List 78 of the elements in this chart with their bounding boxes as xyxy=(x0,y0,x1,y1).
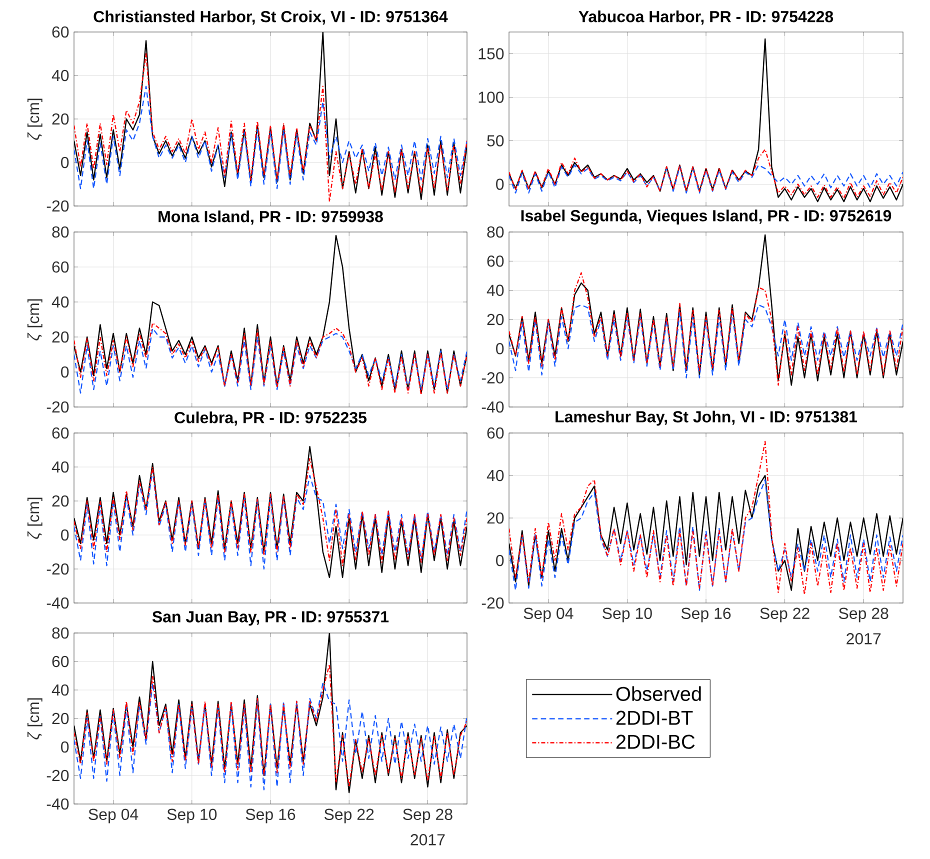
y-tick-label: -40 xyxy=(46,597,69,609)
y-tick-label: 60 xyxy=(487,255,504,267)
x-tick-label: Sep 10 xyxy=(602,608,652,622)
y-tick-label: 150 xyxy=(478,48,504,60)
y-tick-label: 40 xyxy=(486,470,504,482)
text: 2017 xyxy=(410,834,445,846)
x-tick-label: Sep 16 xyxy=(681,608,731,622)
y-tick-label: 20 xyxy=(52,495,69,507)
chart-title: Lameshur Bay, St John, VI - ID: 9751381 xyxy=(556,410,857,426)
y-tick-label: 20 xyxy=(52,113,69,125)
chart-title: Christiansted Harbor, St Croix, VI - ID: 9751364 xyxy=(94,10,448,25)
y-tick-label: 0 xyxy=(496,343,504,354)
y-tick-label: 100 xyxy=(478,92,504,103)
y-tick-label: 20 xyxy=(487,314,504,326)
line-series xyxy=(74,664,468,788)
x-tick-label: Sep 04 xyxy=(524,608,574,622)
y-tick-label: 20 xyxy=(52,331,69,343)
y-tick-label: -20 xyxy=(46,200,69,212)
y-tick-label: 60 xyxy=(487,427,504,439)
line-series xyxy=(509,440,904,596)
x-tick-label: Sep 22 xyxy=(324,808,374,824)
x-tick-label: Sep 22 xyxy=(760,608,810,622)
chart-title: Isabel Segunda, Vieques Island, PR - ID: 9752619 xyxy=(521,210,892,225)
x-tick-label: Sep 28 xyxy=(403,808,452,824)
line-series xyxy=(509,38,904,202)
y-tick-label: 0 xyxy=(496,554,504,566)
x-tick-label: Sep 10 xyxy=(167,808,217,824)
y-axis-title: ζ [cm] xyxy=(27,98,42,140)
legend-label: Observed xyxy=(616,686,701,701)
chart-title: Yabucoa Harbor, PR - ID: 9754228 xyxy=(578,10,834,25)
y-tick-label: -40 xyxy=(482,401,504,413)
y-tick-label: 40 xyxy=(52,461,69,473)
y-tick-label: 0 xyxy=(61,156,69,168)
x-tick-label: Sep 28 xyxy=(838,608,888,622)
legend-label: 2DDI-BC xyxy=(616,734,695,749)
y-tick-label: 0 xyxy=(61,741,69,753)
y-tick-label: -20 xyxy=(46,401,69,413)
y-tick-label: -20 xyxy=(46,770,69,782)
y-tick-label: -20 xyxy=(482,372,504,384)
chart-title: Mona Island, PR - ID: 9759938 xyxy=(158,210,383,225)
line-series xyxy=(509,164,904,194)
y-axis-title: ζ [cm] xyxy=(27,498,42,539)
chart-title: Culebra, PR - ID: 9752235 xyxy=(174,412,367,426)
y-tick-label: 40 xyxy=(486,284,504,296)
text: 2017 xyxy=(846,633,881,644)
line-series xyxy=(74,682,468,790)
y-tick-label: 0 xyxy=(496,178,504,190)
y-tick-label: 40 xyxy=(52,70,69,82)
y-tick-label: 60 xyxy=(52,261,69,273)
line-series xyxy=(74,86,468,190)
chart-title: San Juan Bay, PR - ID: 9755371 xyxy=(152,611,389,626)
y-axis-title: ζ [cm] xyxy=(27,698,42,740)
y-tick-label: 50 xyxy=(487,135,504,146)
y-tick-label: -20 xyxy=(46,563,69,575)
line-series xyxy=(509,304,904,378)
y-tick-label: 80 xyxy=(52,226,69,238)
y-tick-label: 80 xyxy=(52,627,69,639)
line-series xyxy=(74,633,468,794)
line-series xyxy=(74,446,468,578)
y-tick-label: 0 xyxy=(61,366,69,378)
legend-label: 2DDI-BT xyxy=(616,710,693,725)
y-tick-label: -20 xyxy=(482,597,504,609)
y-tick-label: -40 xyxy=(46,798,69,810)
line-series xyxy=(509,148,904,199)
y-axis-title: ζ [cm] xyxy=(27,299,42,340)
y-tick-label: 80 xyxy=(487,226,504,238)
x-tick-label: Sep 16 xyxy=(246,808,296,824)
line-series xyxy=(509,272,904,386)
y-tick-label: 20 xyxy=(487,512,504,524)
y-tick-label: 0 xyxy=(61,529,69,541)
y-tick-label: 40 xyxy=(52,296,69,308)
y-tick-label: 60 xyxy=(52,26,69,38)
line-series xyxy=(509,234,904,386)
x-tick-label: Sep 04 xyxy=(88,808,138,824)
y-tick-label: 60 xyxy=(52,656,69,668)
y-tick-label: 40 xyxy=(52,684,69,696)
y-tick-label: 20 xyxy=(52,712,69,724)
y-tick-label: 60 xyxy=(52,427,69,439)
